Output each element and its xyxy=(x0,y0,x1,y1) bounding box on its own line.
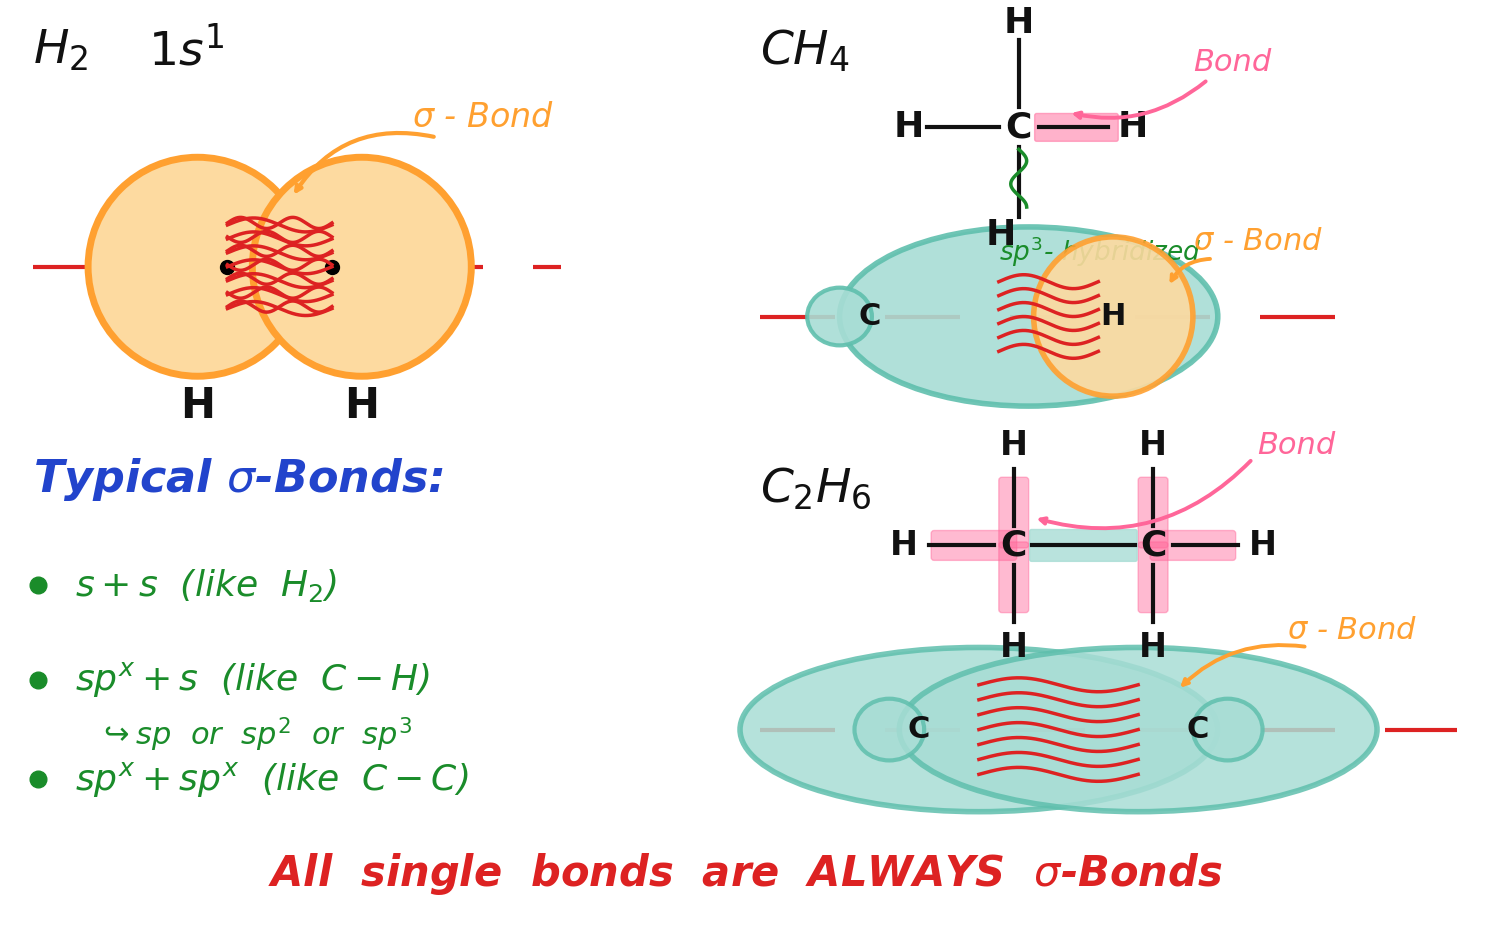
Ellipse shape xyxy=(807,288,872,345)
Text: $\sigma$ - Bond: $\sigma$ - Bond xyxy=(1287,615,1418,644)
Ellipse shape xyxy=(899,647,1378,812)
Text: C: C xyxy=(1187,715,1209,744)
Text: C: C xyxy=(859,302,881,331)
Circle shape xyxy=(88,157,307,376)
Text: C: C xyxy=(1000,528,1027,563)
FancyBboxPatch shape xyxy=(1035,113,1118,141)
Ellipse shape xyxy=(740,647,1218,812)
Text: $\sigma$ - Bond: $\sigma$ - Bond xyxy=(412,101,553,134)
Text: $C_2H_6$: $C_2H_6$ xyxy=(760,466,872,511)
Text: $sp^3$- hybridized: $sp^3$- hybridized xyxy=(999,235,1202,269)
Ellipse shape xyxy=(854,698,924,760)
FancyBboxPatch shape xyxy=(1030,529,1138,561)
Text: H: H xyxy=(1000,631,1027,665)
Circle shape xyxy=(252,157,471,376)
Text: C: C xyxy=(1005,110,1032,144)
Text: H: H xyxy=(1118,110,1148,144)
Text: C: C xyxy=(1141,528,1166,563)
Text: H: H xyxy=(180,385,215,427)
Text: $1s^1$: $1s^1$ xyxy=(148,28,225,76)
Circle shape xyxy=(1033,237,1193,396)
Text: H: H xyxy=(895,110,924,144)
FancyBboxPatch shape xyxy=(1150,530,1236,560)
Text: Bond: Bond xyxy=(1193,49,1272,78)
FancyBboxPatch shape xyxy=(1138,477,1167,548)
FancyBboxPatch shape xyxy=(999,477,1029,548)
Text: H: H xyxy=(1139,429,1167,463)
Text: C: C xyxy=(908,715,930,744)
Text: $\mathit{sp^x + sp^x}$  (like  $\mathit{C-C}$): $\mathit{sp^x + sp^x}$ (like $\mathit{C-… xyxy=(75,760,468,798)
Text: H: H xyxy=(344,385,379,427)
Text: Bond: Bond xyxy=(1257,431,1336,460)
Text: $CH_4$: $CH_4$ xyxy=(760,28,850,75)
Ellipse shape xyxy=(1193,698,1263,760)
Text: H: H xyxy=(1248,529,1276,562)
Text: H: H xyxy=(1003,6,1033,40)
Text: $\mathit{sp^x + s}$  (like  $\mathit{C-H}$): $\mathit{sp^x + s}$ (like $\mathit{C-H}$… xyxy=(75,660,429,699)
Text: $\hookrightarrow sp$  or  $sp^2$  or  $sp^3$: $\hookrightarrow sp$ or $sp^2$ or $sp^3$ xyxy=(98,715,413,754)
FancyBboxPatch shape xyxy=(999,542,1029,612)
Text: H: H xyxy=(986,218,1015,252)
Text: H: H xyxy=(1000,429,1027,463)
FancyBboxPatch shape xyxy=(930,530,1017,560)
Text: H: H xyxy=(1100,302,1126,331)
Text: Typical $\mathit{\sigma}$-Bonds:: Typical $\mathit{\sigma}$-Bonds: xyxy=(33,456,444,503)
Text: All  single  bonds  are  ALWAYS  $\sigma$-Bonds: All single bonds are ALWAYS $\sigma$-Bon… xyxy=(268,851,1223,897)
Ellipse shape xyxy=(839,227,1218,406)
Text: $\sigma$ - Bond: $\sigma$ - Bond xyxy=(1193,227,1323,256)
Text: H: H xyxy=(1139,631,1167,665)
Text: $\mathit{s+s}$  (like  $\mathit{H_2}$): $\mathit{s+s}$ (like $\mathit{H_2}$) xyxy=(75,567,337,604)
Text: H: H xyxy=(890,529,918,562)
FancyBboxPatch shape xyxy=(1138,542,1167,612)
Text: $H_2$: $H_2$ xyxy=(33,28,88,73)
